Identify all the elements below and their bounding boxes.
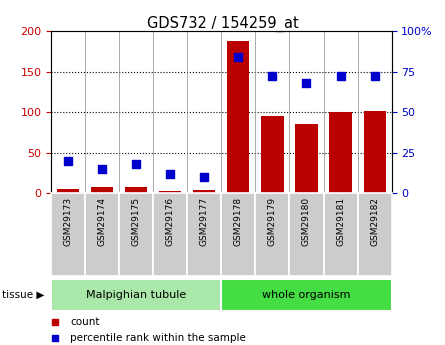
- Text: whole organism: whole organism: [262, 290, 351, 300]
- Point: [337, 74, 344, 79]
- Text: GSM29177: GSM29177: [200, 197, 209, 246]
- Text: GSM29178: GSM29178: [234, 197, 243, 246]
- Text: count: count: [70, 317, 99, 327]
- Text: GSM29179: GSM29179: [268, 197, 277, 246]
- Point: [303, 80, 310, 86]
- Text: GSM29182: GSM29182: [370, 197, 379, 246]
- Point: [133, 161, 140, 167]
- Bar: [295, 124, 318, 193]
- Bar: [255, 193, 290, 276]
- Bar: [187, 193, 222, 276]
- Bar: [324, 193, 358, 276]
- Text: GSM29175: GSM29175: [132, 197, 141, 246]
- Bar: [85, 193, 119, 276]
- Text: GSM29180: GSM29180: [302, 197, 311, 246]
- Point: [201, 174, 208, 180]
- Bar: [51, 279, 222, 311]
- Text: tissue ▶: tissue ▶: [2, 290, 44, 300]
- Point: [167, 171, 174, 177]
- Bar: [222, 279, 392, 311]
- Text: GDS732 / 154259_at: GDS732 / 154259_at: [146, 16, 299, 32]
- Text: GSM29174: GSM29174: [98, 197, 107, 246]
- Point: [249, 262, 256, 267]
- Point: [371, 74, 378, 79]
- Bar: [119, 193, 153, 276]
- Bar: [159, 191, 182, 193]
- Text: GSM29173: GSM29173: [64, 197, 73, 246]
- Text: GSM29176: GSM29176: [166, 197, 175, 246]
- Text: Malpighian tubule: Malpighian tubule: [86, 290, 186, 300]
- Bar: [227, 41, 250, 193]
- Bar: [51, 193, 85, 276]
- Point: [249, 115, 256, 120]
- Bar: [261, 116, 283, 193]
- Point: [235, 54, 242, 60]
- Bar: [364, 110, 386, 193]
- Bar: [222, 193, 255, 276]
- Bar: [358, 193, 392, 276]
- Point: [99, 166, 106, 171]
- Bar: [329, 112, 352, 193]
- Bar: [193, 190, 215, 193]
- Point: [269, 74, 276, 79]
- Bar: [125, 187, 147, 193]
- Text: percentile rank within the sample: percentile rank within the sample: [70, 333, 246, 343]
- Point: [65, 158, 72, 164]
- Bar: [290, 193, 324, 276]
- Text: GSM29181: GSM29181: [336, 197, 345, 246]
- Bar: [91, 187, 113, 193]
- Bar: [57, 189, 79, 193]
- Bar: [153, 193, 187, 276]
